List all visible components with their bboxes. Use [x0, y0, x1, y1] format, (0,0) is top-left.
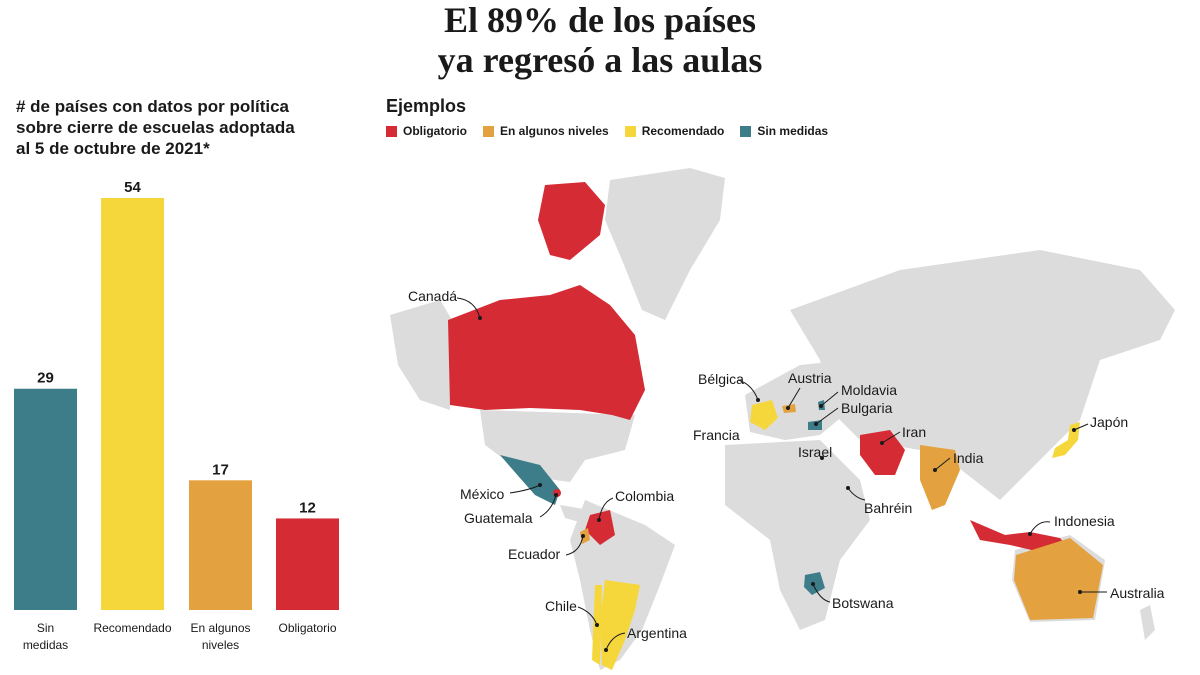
australia-region [1014, 538, 1103, 620]
label-iran: Iran [902, 424, 926, 440]
canada-islands [538, 182, 605, 260]
bar-value-label-1: 54 [124, 179, 141, 196]
leader-guatemala [539, 494, 557, 518]
label-chile: Chile [545, 598, 577, 614]
label-argentina: Argentina [627, 625, 687, 641]
legend-swatch-obligatorio [386, 125, 397, 137]
bar-2 [189, 480, 252, 610]
leader-dots [478, 316, 1082, 652]
label-bahrein: Bahréin [864, 500, 912, 516]
leader-colombia [598, 497, 614, 521]
bar-heading-line-2: sobre cierre de escuelas adoptada [16, 118, 295, 137]
india-region [920, 445, 960, 510]
legend-swatch-algunos [483, 125, 494, 137]
label-francia: Francia [693, 427, 740, 443]
title-line-2: ya regresó a las aulas [437, 40, 763, 80]
category-label-1-0: Recomendado [93, 621, 171, 635]
label-austria: Austria [788, 370, 832, 386]
legend-item-recomendado: Recomendado [624, 124, 725, 138]
legend-swatch-sin [740, 125, 752, 137]
legend-label-sin: Sin medidas [757, 124, 829, 138]
legend-item-algunos: En algunos niveles [483, 124, 609, 138]
bar-3 [276, 518, 339, 610]
leader-iran [881, 431, 901, 444]
legend-item-obligatorio: Obligatorio [386, 124, 467, 138]
legend-title: Ejemplos [386, 96, 467, 116]
leader-ecuador [565, 535, 584, 556]
bar-0 [14, 388, 77, 610]
legend-item-sin: Sin medidas [740, 124, 828, 138]
bar-chart-heading: # de países con datos por política sobre… [16, 96, 346, 159]
bar-heading-line-1: # de países con datos por política [16, 97, 290, 116]
leader-japon [1073, 423, 1089, 431]
category-label-0-0: Sin [37, 621, 54, 635]
leader-indonesia [1029, 521, 1051, 535]
bar-1 [101, 198, 164, 610]
label-mexico: México [460, 486, 505, 502]
bar-heading-line-3: al 5 de octubre de 2021* [16, 139, 210, 158]
colombia-region [585, 510, 615, 545]
category-label-2-0: En algunos [190, 621, 250, 635]
legend-label-recomendado: Recomendado [641, 124, 725, 138]
leader-chile [577, 606, 598, 626]
iran-region [860, 430, 905, 475]
label-guatemala: Guatemala [464, 510, 533, 526]
legend-swatch-recomendado [624, 125, 636, 137]
category-label-2-1: niveles [202, 638, 239, 652]
label-botswana: Botswana [832, 595, 894, 611]
label-canada: Canadá [408, 288, 457, 304]
bar-value-label-2: 17 [212, 461, 229, 478]
argentina-region [600, 580, 640, 670]
france-region [750, 400, 778, 430]
category-label-0-1: medidas [23, 638, 68, 652]
africa [725, 440, 870, 630]
legend-label-algunos: En algunos niveles [500, 124, 609, 138]
greenland [605, 168, 725, 320]
leader-austria [787, 387, 801, 409]
label-ecuador: Ecuador [508, 546, 560, 562]
label-colombia: Colombia [615, 488, 674, 504]
leader-moldavia [820, 391, 839, 407]
leader-canada [456, 297, 481, 319]
label-india: India [953, 450, 984, 466]
alaska [390, 300, 452, 410]
label-japon: Japón [1090, 414, 1128, 430]
legend-label-obligatorio: Obligatorio [403, 124, 467, 138]
leader-belgica [737, 379, 759, 401]
indonesia-region [970, 520, 1070, 552]
main-title: El 89% de los países ya regresó a las au… [0, 0, 1200, 80]
leader-botswana [812, 583, 831, 603]
leader-argentina [605, 632, 626, 651]
legend: Obligatorio En algunos niveles Recomenda… [386, 124, 828, 138]
leader-bulgaria [815, 407, 839, 425]
label-indonesia: Indonesia [1054, 513, 1115, 529]
world-map: Canadá Bélgica Austria Moldavia Bulgaria… [390, 168, 1175, 670]
label-belgica: Bélgica [698, 371, 744, 387]
leader-india [934, 457, 951, 471]
label-israel: Israel [798, 444, 832, 460]
mexico-region [500, 455, 560, 505]
label-australia: Australia [1110, 585, 1165, 601]
label-bulgaria: Bulgaria [841, 400, 893, 416]
usa [480, 410, 635, 482]
label-moldavia: Moldavia [841, 382, 897, 398]
canada-region [448, 285, 645, 420]
bar-value-label-0: 29 [37, 370, 54, 387]
bar-chart: 29 Sin medidas 54 Recomendado 17 En algunos niv… [14, 179, 339, 652]
category-label-3-0: Obligatorio [278, 621, 336, 635]
title-line-1: El 89% de los países [443, 0, 757, 40]
new-zealand [1140, 605, 1155, 640]
bar-value-label-3: 12 [299, 499, 316, 516]
